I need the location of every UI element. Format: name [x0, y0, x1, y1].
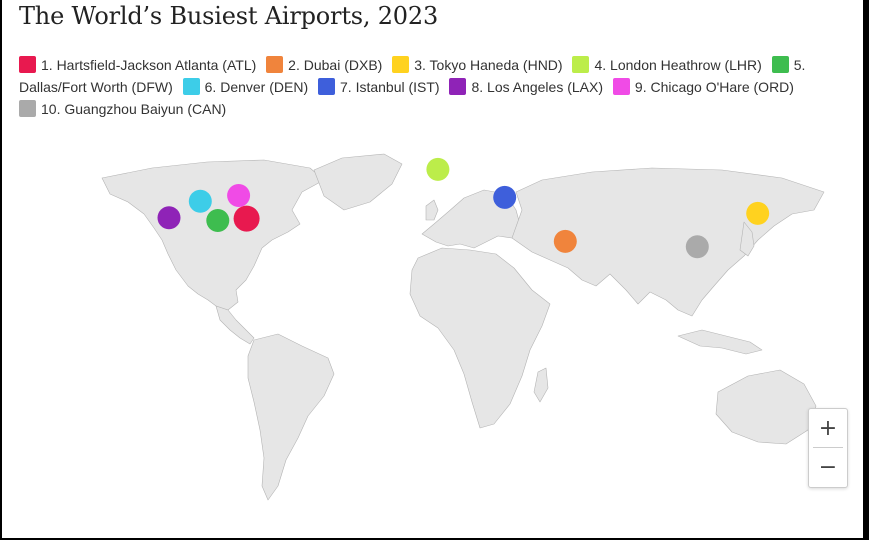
legend-label: 2. Dubai (DXB): [288, 57, 383, 73]
airport-marker[interactable]: [157, 206, 181, 230]
airport-marker[interactable]: [227, 184, 251, 207]
legend-label: 10. Guangzhou Baiyun (CAN): [41, 101, 227, 117]
legend-item-dxb[interactable]: 2. Dubai (DXB): [266, 56, 383, 73]
legend-label: 3. Tokyo Haneda (HND): [414, 57, 563, 73]
indonesia: [677, 329, 763, 355]
legend-swatch: [449, 78, 467, 95]
legend-item-dfw[interactable]: 5. Dallas/Fort Worth (DFW): [19, 56, 806, 95]
airport-markers: [157, 157, 770, 259]
legend-label: 4. London Heathrow (LHR): [594, 57, 762, 73]
zoom-in-button[interactable]: +: [818, 415, 838, 441]
japan: [739, 221, 755, 257]
great-britain: [425, 199, 439, 221]
legend-swatch: [182, 78, 200, 95]
legend-swatch: [266, 56, 284, 73]
africa: [409, 247, 551, 429]
zoom-divider: [813, 447, 843, 448]
legend-swatch: [572, 56, 590, 73]
madagascar: [533, 367, 549, 403]
airport-marker[interactable]: [426, 157, 450, 181]
legend-item-ist[interactable]: 7. Istanbul (IST): [318, 78, 440, 95]
airport-marker[interactable]: [206, 209, 230, 232]
land-masses: [101, 153, 841, 501]
legend-swatch: [771, 56, 789, 73]
page-title: The World’s Busiest Airports, 2023: [19, 2, 439, 30]
legend-label: 5. Dallas/Fort Worth (DFW): [19, 57, 806, 95]
legend-swatch: [612, 78, 630, 95]
legend-item-ord[interactable]: 9. Chicago O'Hare (ORD): [612, 78, 794, 95]
legend-label: 1. Hartsfield-Jackson Atlanta (ATL): [41, 57, 257, 73]
airport-marker[interactable]: [746, 201, 770, 225]
airport-marker[interactable]: [685, 235, 709, 259]
legend-swatch: [19, 56, 36, 73]
airport-marker[interactable]: [493, 185, 517, 209]
airport-marker[interactable]: [188, 189, 212, 213]
legend-item-hnd[interactable]: 3. Tokyo Haneda (HND): [392, 56, 563, 73]
south-america: [247, 333, 335, 501]
legend-label: 7. Istanbul (IST): [340, 79, 440, 95]
legend-swatch: [392, 56, 410, 73]
australia: [715, 369, 817, 445]
legend: 1. Hartsfield-Jackson Atlanta (ATL) 2. D…: [19, 54, 819, 120]
legend-item-lax[interactable]: 8. Los Angeles (LAX): [449, 78, 604, 95]
legend-swatch: [318, 78, 335, 95]
legend-item-den[interactable]: 6. Denver (DEN): [182, 78, 309, 95]
legend-label: 6. Denver (DEN): [204, 79, 309, 95]
legend-swatch: [19, 100, 36, 117]
zoom-out-button[interactable]: −: [818, 454, 838, 480]
legend-item-atl[interactable]: 1. Hartsfield-Jackson Atlanta (ATL): [19, 56, 257, 73]
asia: [511, 167, 825, 317]
airport-marker[interactable]: [233, 205, 260, 232]
legend-label: 8. Los Angeles (LAX): [471, 79, 604, 95]
world-map[interactable]: [2, 140, 863, 538]
legend-label: 9. Chicago O'Hare (ORD): [634, 79, 794, 95]
airport-marker[interactable]: [553, 229, 577, 253]
legend-item-lhr[interactable]: 4. London Heathrow (LHR): [572, 56, 762, 73]
north-america: [101, 159, 325, 311]
central-america: [215, 305, 255, 345]
zoom-controls: + −: [808, 408, 848, 488]
greenland: [313, 153, 403, 211]
legend-item-can[interactable]: 10. Guangzhou Baiyun (CAN): [19, 100, 227, 117]
